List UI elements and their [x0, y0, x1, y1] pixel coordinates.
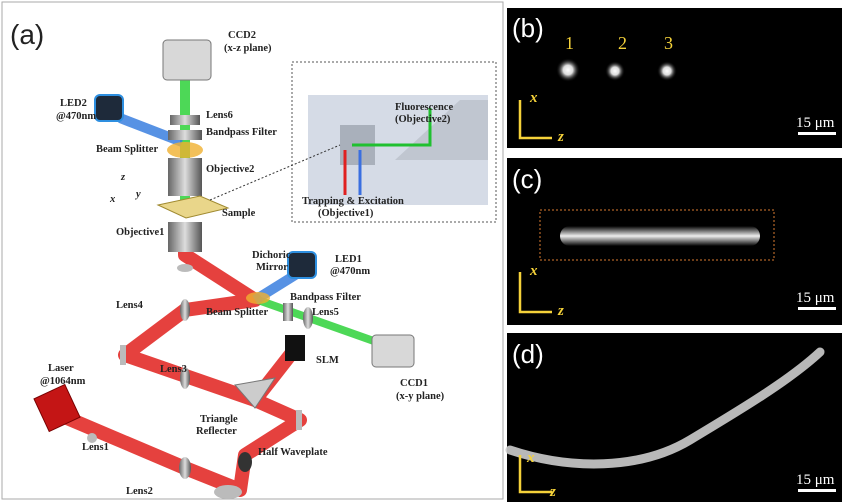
label: SLM: [316, 355, 339, 366]
label: Fluorescence: [395, 102, 453, 113]
label: LED1: [335, 254, 362, 265]
label: Beam Splitter: [206, 307, 268, 318]
scale-label: 15 μm: [796, 472, 835, 488]
label: Lens2: [126, 486, 153, 497]
label: Dichoric: [252, 250, 291, 261]
ccd1-camera: [372, 335, 414, 367]
axis-label: x: [529, 90, 538, 106]
axis-label: y: [134, 189, 141, 200]
panel-frame: [507, 8, 842, 148]
panel-frame: [507, 333, 842, 502]
label: Beam Splitter: [96, 144, 158, 155]
mirror: [120, 345, 126, 365]
panel-c: (c) x z 15 μm: [507, 158, 842, 325]
panel-tag: (a): [10, 19, 44, 50]
label: (Objective2): [395, 114, 451, 125]
mirror: [296, 410, 302, 430]
axis-label: z: [557, 129, 564, 145]
label: @1064nm: [40, 376, 86, 387]
axis-label: x: [529, 263, 538, 279]
label: Mirror: [256, 262, 288, 273]
particle: [657, 61, 677, 81]
particle: [556, 58, 580, 82]
label: Lens5: [312, 307, 339, 318]
beam-splitter: [246, 292, 270, 304]
panel-a: (a) CCD2 (x-z plane) LED2 @470nm Lens6 B…: [2, 2, 503, 499]
panel-d: (d) x z 15 μm: [507, 333, 842, 502]
slm: [285, 335, 305, 361]
led1: [288, 252, 316, 278]
lens2: [179, 457, 191, 479]
label: Half Waveplate: [258, 447, 328, 458]
mirror: [214, 485, 242, 499]
beam-splitter: [167, 142, 203, 158]
label: (x-z plane): [224, 43, 272, 54]
panel-tag: (b): [512, 13, 544, 43]
ccd2-camera: [163, 40, 211, 80]
objective1: [168, 222, 202, 252]
particle-label: 2: [618, 33, 627, 53]
label: @470nm: [56, 111, 96, 122]
label: Lens6: [206, 110, 233, 121]
label: Sample: [222, 208, 256, 219]
label: Lens3: [160, 364, 187, 375]
axis-label: z: [557, 303, 564, 319]
label: Laser: [48, 363, 74, 374]
label: (Objective1): [318, 208, 374, 219]
lens4: [180, 299, 190, 321]
axis-label: x: [109, 194, 115, 205]
scale-bar: [798, 307, 836, 310]
label: Objective1: [116, 227, 164, 238]
bandpass-filter: [283, 303, 293, 321]
figure: (a) CCD2 (x-z plane) LED2 @470nm Lens6 B…: [0, 0, 842, 502]
label: Bandpass Filter: [290, 292, 361, 303]
label: Triangle: [200, 414, 238, 425]
mirror: [177, 264, 193, 272]
axis-label: x: [526, 450, 535, 466]
bandpass-filter: [168, 130, 202, 140]
label: Lens1: [82, 442, 109, 453]
particle: [605, 61, 625, 81]
label: Bandpass Filter: [206, 127, 277, 138]
particle-label: 3: [664, 33, 673, 53]
scale-bar: [798, 489, 836, 492]
lens6: [170, 115, 200, 125]
half-waveplate: [238, 452, 252, 472]
label: Trapping & Excitation: [302, 196, 404, 207]
label: LED2: [60, 98, 87, 109]
panel-tag: (d): [512, 339, 544, 369]
label: CCD2: [228, 30, 256, 41]
label: Lens4: [116, 300, 144, 311]
label: (x-y plane): [396, 391, 445, 402]
particle-chain: [560, 226, 760, 246]
scale-label: 15 μm: [796, 115, 835, 131]
label: Reflecter: [196, 426, 237, 437]
panel-b: (b) 1 2 3 x z 15 μm: [507, 8, 842, 148]
scale-bar: [798, 132, 836, 135]
panel-tag: (c): [512, 164, 542, 194]
label: CCD1: [400, 378, 428, 389]
scale-label: 15 μm: [796, 290, 835, 306]
particle-label: 1: [565, 33, 574, 53]
objective2: [168, 158, 202, 196]
label: Objective2: [206, 164, 254, 175]
label: @470nm: [330, 266, 370, 277]
led2: [95, 95, 123, 121]
axis-label: z: [549, 484, 556, 500]
